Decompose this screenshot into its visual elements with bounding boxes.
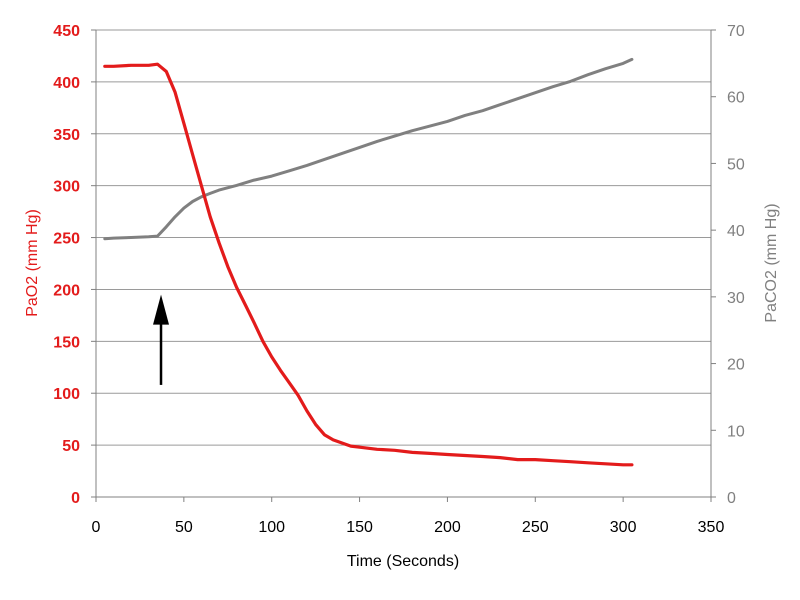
- x-tick-label: 50: [175, 519, 193, 536]
- y-right-tick-label: 40: [727, 223, 745, 240]
- y-right-tick-label: 20: [727, 357, 745, 374]
- y-right-tick-label: 0: [727, 490, 736, 507]
- annotations: [153, 294, 170, 385]
- y-left-tick-label: 300: [53, 179, 80, 196]
- x-tick-label: 0: [92, 519, 101, 536]
- y-right-axis-label: PaCO2 (mm Hg): [763, 203, 780, 322]
- y-right-tick-labels: 0 10 20 30 40 50 60 70: [727, 23, 745, 507]
- y-left-axis-label: PaO2 (mm Hg): [24, 209, 41, 317]
- y-right-tick-label: 50: [727, 156, 745, 173]
- y-left-tick-label: 450: [53, 23, 80, 40]
- y-left-tick-label: 50: [62, 438, 80, 455]
- series-lines: [103, 57, 634, 467]
- y-right-tick-label: 60: [727, 90, 745, 107]
- gridlines: [96, 29, 711, 446]
- y-right-tick-label: 70: [727, 23, 745, 40]
- x-tick-labels: 0 50 100 150 200 250 300 350: [92, 519, 725, 536]
- y-left-tick-label: 400: [53, 75, 80, 92]
- y-right-tick-label: 10: [727, 423, 745, 440]
- x-tick-label: 350: [698, 519, 725, 536]
- x-tick-label: 200: [434, 519, 461, 536]
- x-axis-label: Time (Seconds): [347, 553, 459, 570]
- y-left-tick-label: 150: [53, 334, 80, 351]
- y-left-tick-label: 250: [53, 231, 80, 248]
- x-tick-label: 250: [522, 519, 549, 536]
- y-left-tick-label: 100: [53, 386, 80, 403]
- x-tick-label: 150: [346, 519, 373, 536]
- x-tick-label: 300: [610, 519, 637, 536]
- paco2-series-line: [103, 57, 634, 241]
- arrow-head: [153, 294, 170, 325]
- pao2-series-line: [103, 62, 634, 467]
- x-tick-label: 100: [258, 519, 285, 536]
- y-left-tick-label: 0: [71, 490, 80, 507]
- y-right-tick-label: 30: [727, 290, 745, 307]
- y-left-tick-label: 350: [53, 127, 80, 144]
- y-left-tick-labels: 0 50 100 150 200 250 300 350 400 450: [53, 23, 80, 507]
- y-left-tick-label: 200: [53, 282, 80, 299]
- axes: [91, 29, 716, 502]
